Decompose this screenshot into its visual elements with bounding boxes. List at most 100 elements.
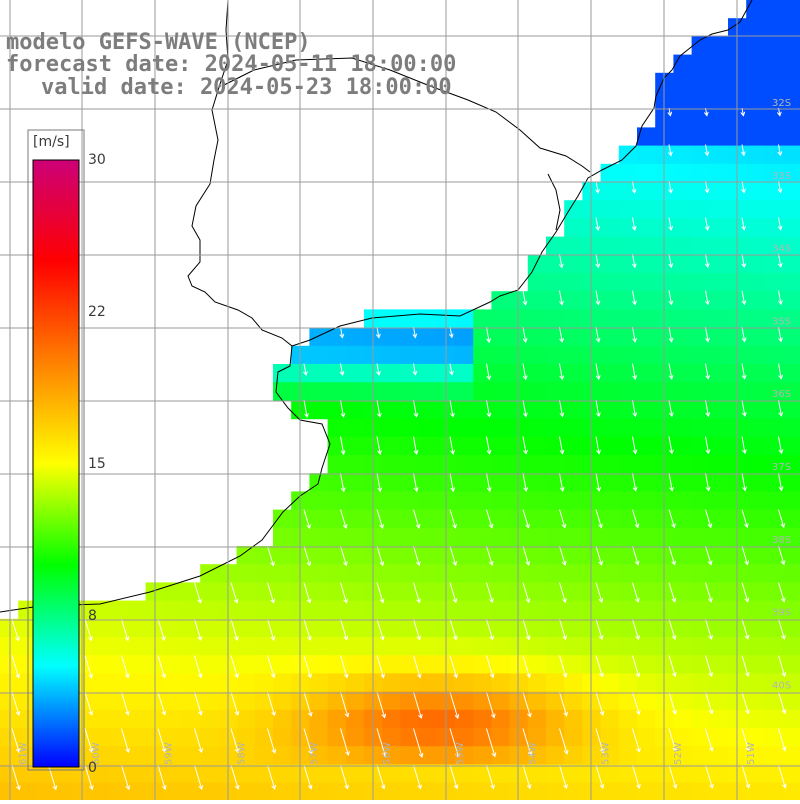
wind-cell (600, 527, 620, 547)
wind-arrow (449, 655, 458, 679)
wind-cell (691, 509, 711, 529)
wind-cell (691, 109, 711, 128)
wind-cell (455, 691, 474, 711)
wind-cell (291, 491, 310, 511)
wind-arrow (741, 582, 750, 603)
wind-cell (345, 691, 365, 711)
wind-cell (309, 764, 329, 784)
wind-cell (764, 527, 784, 547)
wind-cell (564, 564, 583, 583)
wind-cell (163, 746, 183, 765)
wind-cell (564, 728, 583, 747)
wind-arrow (230, 582, 239, 604)
wind-cell (345, 345, 365, 365)
wind-cell (382, 637, 401, 656)
wind-cell (400, 600, 420, 620)
wind-cell (637, 254, 656, 274)
wind-cell (618, 345, 638, 365)
wind-arrow (340, 436, 346, 456)
wind-cell (655, 345, 674, 365)
wind-arrow (449, 509, 457, 529)
wind-cell (509, 491, 529, 511)
wind-cell (709, 218, 729, 238)
wind-arrow (413, 545, 421, 567)
wind-arrow (632, 764, 641, 789)
wind-cell (655, 182, 674, 201)
wind-cell (746, 309, 765, 329)
wind-arrow (340, 728, 350, 756)
wind-cell (327, 637, 347, 656)
wind-cell (564, 673, 583, 693)
wind-cell (673, 473, 693, 492)
wind-cell (691, 455, 711, 474)
wind-cell (764, 564, 784, 583)
wind-cell (273, 509, 292, 529)
wind-cell (345, 400, 365, 420)
wind-cell (746, 0, 765, 19)
wind-cell (637, 728, 656, 747)
wind-arrow (340, 655, 349, 679)
wind-arrow (303, 363, 308, 376)
wind-arrow (632, 399, 638, 418)
wind-cell (254, 655, 274, 674)
wind-cell (527, 764, 547, 784)
wind-cell (782, 709, 800, 729)
wind-cell (691, 618, 711, 638)
wind-cell (345, 509, 365, 529)
wind-cell (746, 291, 765, 310)
wind-cell (309, 564, 329, 583)
wind-cell (600, 455, 620, 474)
wind-cell (782, 655, 800, 674)
wind-arrow (668, 326, 674, 343)
wind-cell (182, 582, 201, 602)
wind-cell (273, 618, 292, 638)
wind-cell (400, 564, 420, 583)
wind-arrow (595, 691, 605, 716)
wind-cell (582, 527, 602, 547)
wind-arrow (194, 764, 204, 790)
wind-cell (236, 782, 256, 802)
wind-arrow (376, 509, 384, 529)
wind-arrow (705, 399, 711, 418)
wind-cell (254, 746, 274, 765)
wind-cell (655, 273, 674, 292)
wind-cell (109, 764, 128, 784)
wind-cell (527, 364, 547, 383)
wind-cell (455, 473, 474, 492)
wind-cell (673, 436, 693, 456)
wind-cell (382, 327, 401, 347)
wind-cell (127, 637, 147, 656)
wind-cell (673, 364, 693, 383)
wind-cell (746, 600, 765, 620)
wind-arrow (595, 728, 605, 754)
wind-cell (746, 382, 765, 401)
wind-cell (691, 254, 711, 274)
wind-cell (527, 254, 547, 274)
latitude-label: 40S (772, 680, 791, 691)
wind-cell (564, 218, 583, 238)
wind-cell (91, 709, 110, 729)
wind-cell (764, 236, 784, 256)
wind-cell (691, 782, 711, 802)
wind-cell (764, 0, 784, 19)
wind-cell (527, 582, 547, 602)
wind-cell (546, 728, 565, 747)
wind-cell (764, 400, 784, 420)
wind-cell (782, 345, 800, 365)
wind-cell (564, 236, 583, 256)
wind-cell (382, 473, 401, 492)
wind-arrow (449, 691, 460, 720)
wind-cell (527, 600, 547, 620)
wind-cell (782, 746, 800, 765)
wind-arrow (376, 436, 382, 456)
wind-cell (673, 764, 693, 784)
wind-cell (655, 491, 674, 511)
wind-cell (163, 709, 183, 729)
wind-cell (709, 600, 729, 620)
wind-arrow (741, 509, 749, 529)
wind-arrow (376, 728, 387, 758)
wind-cell (782, 254, 800, 274)
wind-cell (527, 509, 547, 529)
wind-arrow (778, 399, 784, 417)
wind-arrow (778, 764, 787, 789)
